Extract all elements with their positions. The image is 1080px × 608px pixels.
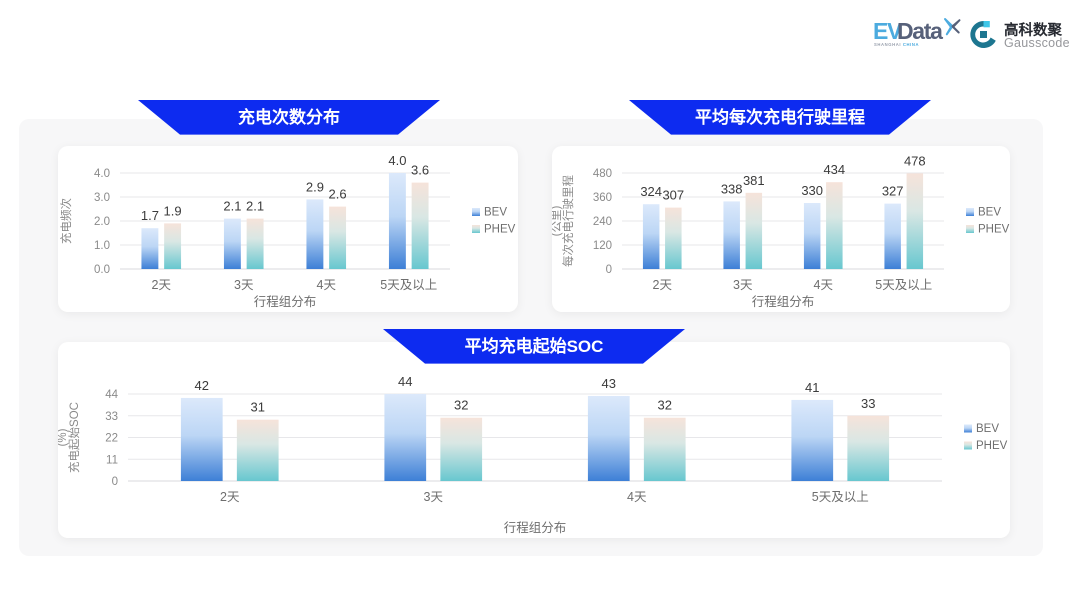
svg-text:行程组分布: 行程组分布 (504, 520, 567, 535)
svg-text:2.6: 2.6 (329, 187, 347, 202)
svg-text:330: 330 (801, 183, 823, 198)
svg-text:SHANGHAI CHINA: SHANGHAI CHINA (874, 42, 919, 47)
svg-text:43: 43 (602, 376, 616, 391)
svg-text:2.1: 2.1 (246, 199, 264, 214)
svg-text:行程组分布: 行程组分布 (254, 294, 317, 309)
svg-text:240: 240 (593, 216, 612, 228)
svg-text:3天: 3天 (424, 490, 444, 504)
svg-text:BEV: BEV (484, 207, 507, 219)
svg-text:120: 120 (593, 240, 612, 252)
svg-text:2天: 2天 (653, 278, 673, 292)
svg-text:5天及以上: 5天及以上 (380, 278, 437, 292)
svg-text:BEV: BEV (976, 423, 999, 435)
svg-text:480: 480 (593, 168, 612, 180)
svg-text:4天: 4天 (627, 490, 647, 504)
svg-text:(公里): (公里) (552, 206, 563, 237)
svg-text:充电起始SOC: 充电起始SOC (67, 402, 81, 473)
svg-text:1.0: 1.0 (94, 240, 110, 252)
svg-text:充电频次: 充电频次 (59, 198, 73, 244)
svg-text:2.9: 2.9 (306, 179, 324, 194)
svg-text:4天: 4天 (814, 278, 834, 292)
svg-text:行程组分布: 行程组分布 (752, 294, 815, 309)
svg-text:0: 0 (112, 476, 118, 488)
svg-text:1.7: 1.7 (141, 208, 159, 223)
svg-text:5天及以上: 5天及以上 (812, 490, 869, 504)
svg-text:478: 478 (904, 153, 926, 168)
svg-text:1.9: 1.9 (164, 203, 182, 218)
svg-text:33: 33 (861, 396, 875, 411)
svg-text:22: 22 (105, 433, 118, 445)
svg-text:381: 381 (743, 173, 765, 188)
svg-text:307: 307 (662, 188, 684, 203)
svg-text:3.0: 3.0 (94, 192, 110, 204)
svg-text:2天: 2天 (152, 278, 172, 292)
svg-text:Gausscode: Gausscode (1004, 36, 1070, 50)
svg-text:2天: 2天 (220, 490, 240, 504)
svg-text:42: 42 (195, 378, 209, 393)
svg-text:11: 11 (106, 454, 118, 466)
svg-text:33: 33 (105, 411, 118, 423)
svg-text:每次充电行驶里程: 每次充电行驶里程 (561, 175, 575, 267)
svg-text:平均充电起始SOC: 平均充电起始SOC (465, 336, 604, 356)
svg-text:0.0: 0.0 (94, 264, 110, 276)
svg-text:BEV: BEV (978, 207, 1001, 219)
svg-text:2.1: 2.1 (223, 199, 241, 214)
svg-text:PHEV: PHEV (484, 224, 516, 236)
svg-text:4.0: 4.0 (388, 153, 406, 168)
svg-text:(%): (%) (58, 428, 69, 446)
svg-text:44: 44 (105, 389, 118, 401)
svg-text:44: 44 (398, 374, 412, 389)
svg-text:0: 0 (606, 264, 612, 276)
svg-text:41: 41 (805, 380, 819, 395)
svg-text:4.0: 4.0 (94, 168, 110, 180)
svg-text:31: 31 (250, 400, 264, 415)
svg-text:434: 434 (823, 162, 845, 177)
svg-text:3.6: 3.6 (411, 163, 429, 178)
svg-text:324: 324 (640, 184, 662, 199)
svg-text:327: 327 (882, 184, 904, 199)
svg-text:338: 338 (721, 181, 743, 196)
svg-text:PHEV: PHEV (976, 440, 1008, 452)
svg-text:充电次数分布: 充电次数分布 (238, 107, 340, 127)
svg-text:PHEV: PHEV (978, 224, 1010, 236)
svg-text:5天及以上: 5天及以上 (875, 278, 932, 292)
svg-text:32: 32 (454, 398, 468, 413)
svg-text:平均每次充电行驶里程: 平均每次充电行驶里程 (695, 107, 865, 127)
svg-text:4天: 4天 (317, 278, 337, 292)
svg-text:3天: 3天 (733, 278, 753, 292)
svg-text:3天: 3天 (234, 278, 254, 292)
svg-text:360: 360 (593, 192, 612, 204)
svg-text:32: 32 (657, 398, 671, 413)
svg-text:Data: Data (897, 18, 943, 44)
svg-text:2.0: 2.0 (94, 216, 110, 228)
